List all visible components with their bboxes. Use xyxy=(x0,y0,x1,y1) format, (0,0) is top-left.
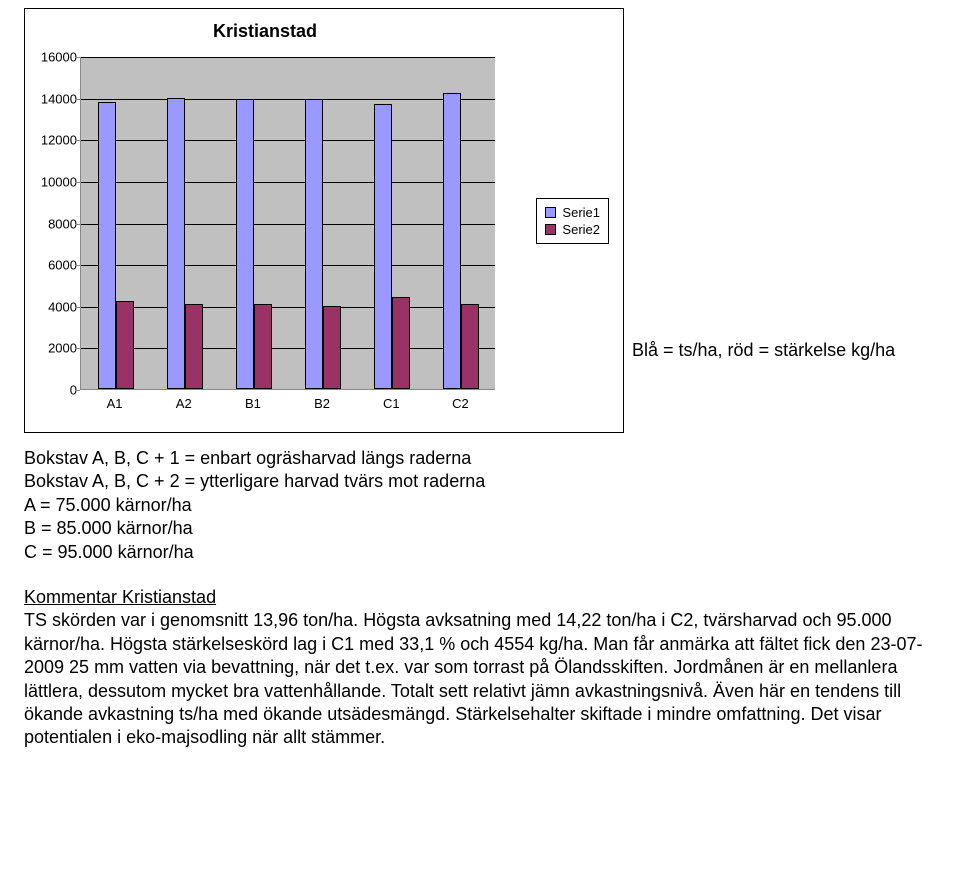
gridline xyxy=(81,99,495,100)
chart-bar xyxy=(116,301,134,389)
chart-title: Kristianstad xyxy=(25,21,505,42)
definition-line: Bokstav A, B, C + 2 = ytterligare harvad… xyxy=(24,470,934,493)
plot-area xyxy=(80,57,495,390)
legend-item: Serie2 xyxy=(545,221,600,238)
y-tick-label: 12000 xyxy=(27,133,77,148)
y-tick-label: 8000 xyxy=(27,216,77,231)
y-tick-label: 14000 xyxy=(27,91,77,106)
x-tick-label: A1 xyxy=(95,396,135,411)
definition-line: A = 75.000 kärnor/ha xyxy=(24,494,934,517)
definition-line: B = 85.000 kärnor/ha xyxy=(24,517,934,540)
y-tick-label: 6000 xyxy=(27,258,77,273)
legend-swatch xyxy=(545,224,556,235)
gridline xyxy=(81,348,495,349)
definition-line: C = 95.000 kärnor/ha xyxy=(24,541,934,564)
chart-bar xyxy=(305,99,323,389)
chart-bar xyxy=(374,104,392,389)
chart-bar xyxy=(323,306,341,389)
y-tick-label: 4000 xyxy=(27,299,77,314)
color-note: Blå = ts/ha, röd = stärkelse kg/ha xyxy=(632,340,895,361)
x-tick-label: C1 xyxy=(371,396,411,411)
gridline xyxy=(81,57,495,58)
definitions-block: Bokstav A, B, C + 1 = enbart ogräsharvad… xyxy=(24,447,934,564)
chart-bar xyxy=(461,304,479,389)
chart-frame: Kristianstad 0 2000 4000 6000 8000 10000 12000… xyxy=(24,8,624,433)
comment-block: Kommentar Kristianstad TS skörden var i … xyxy=(24,586,934,750)
x-tick-label: B1 xyxy=(233,396,273,411)
y-tick-label: 16000 xyxy=(27,50,77,65)
gridline xyxy=(81,182,495,183)
chart-bar xyxy=(185,304,203,389)
chart-bar xyxy=(392,297,410,389)
gridline xyxy=(81,265,495,266)
y-tick-label: 2000 xyxy=(27,341,77,356)
y-tick-label: 10000 xyxy=(27,174,77,189)
x-tick-label: B2 xyxy=(302,396,342,411)
definition-line: Bokstav A, B, C + 1 = enbart ogräsharvad… xyxy=(24,447,934,470)
chart-bar xyxy=(98,102,116,389)
legend-item: Serie1 xyxy=(545,204,600,221)
y-tick-label: 0 xyxy=(27,383,77,398)
gridline xyxy=(81,140,495,141)
legend-swatch xyxy=(545,207,556,218)
legend-label: Serie2 xyxy=(562,222,600,237)
comment-heading: Kommentar Kristianstad xyxy=(24,586,934,609)
chart-bar xyxy=(254,304,272,389)
chart-bar xyxy=(167,98,185,389)
chart-bar xyxy=(236,99,254,389)
comment-body: TS skörden var i genomsnitt 13,96 ton/ha… xyxy=(24,609,934,749)
gridline xyxy=(81,307,495,308)
chart-bar xyxy=(443,93,461,389)
chart-legend: Serie1 Serie2 xyxy=(536,198,609,244)
legend-label: Serie1 xyxy=(562,205,600,220)
x-tick-label: A2 xyxy=(164,396,204,411)
gridline xyxy=(81,224,495,225)
x-tick-label: C2 xyxy=(440,396,480,411)
